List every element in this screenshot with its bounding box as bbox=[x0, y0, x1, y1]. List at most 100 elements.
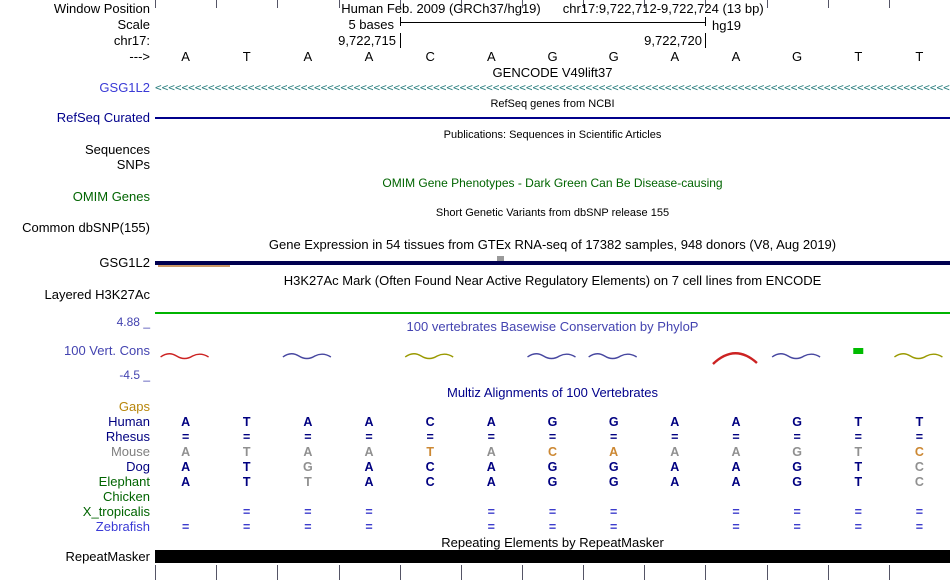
omim-title: OMIM Gene Phenotypes - Dark Green Can Be… bbox=[382, 176, 723, 190]
ruler-tick bbox=[338, 0, 340, 8]
label-snps[interactable]: SNPs bbox=[116, 157, 150, 172]
dbsnp-title: Short Genetic Variants from dbSNP releas… bbox=[435, 207, 670, 219]
alignment-base: G bbox=[608, 415, 619, 429]
alignment-base: T bbox=[854, 460, 863, 474]
ruler-tick bbox=[888, 565, 890, 580]
alignment-base: A bbox=[486, 475, 496, 489]
alignment-base: = bbox=[610, 430, 618, 444]
ruler-tick bbox=[216, 0, 218, 8]
ruler-tick bbox=[766, 0, 768, 8]
ruler-tick bbox=[399, 0, 401, 8]
alignment-base: = bbox=[854, 430, 862, 444]
repeatmasker-bar[interactable] bbox=[155, 550, 950, 563]
h3k27ac-baseline[interactable] bbox=[155, 312, 950, 314]
label-cons-name[interactable]: 100 Vert. Cons bbox=[64, 343, 150, 358]
species-label-chicken[interactable]: Chicken bbox=[103, 489, 150, 504]
gtex-gene-bar[interactable] bbox=[155, 261, 950, 265]
refseq-gene-line[interactable] bbox=[155, 117, 950, 119]
position-label: chr17:9,722,712-9,722,724 (13 bp) bbox=[562, 1, 764, 16]
alignment-base: C bbox=[914, 460, 924, 474]
ruler-base: G bbox=[792, 49, 803, 64]
label-gencode-gene[interactable]: GSG1L2 bbox=[99, 80, 150, 95]
ruler-tick bbox=[827, 565, 829, 580]
conservation-track[interactable] bbox=[0, 338, 950, 374]
ruler-tick bbox=[460, 565, 462, 580]
gtex-gene-utr bbox=[158, 265, 230, 267]
alignment-base: A bbox=[731, 460, 741, 474]
alignment-base: C bbox=[425, 415, 435, 429]
ruler-base: A bbox=[486, 49, 496, 64]
species-label-mouse[interactable]: Mouse bbox=[110, 444, 150, 459]
species-label-human[interactable]: Human bbox=[108, 414, 150, 429]
repeatmasker-title: Repeating Elements by RepeatMasker bbox=[441, 535, 664, 550]
alignment-base: T bbox=[242, 445, 251, 459]
label-refseq-curated[interactable]: RefSeq Curated bbox=[56, 110, 150, 125]
species-label-elephant[interactable]: Elephant bbox=[98, 474, 150, 489]
species-label-gaps[interactable]: Gaps bbox=[118, 399, 150, 414]
ruler-tick bbox=[705, 0, 707, 8]
conservation-mark bbox=[404, 353, 454, 360]
alignment-base: G bbox=[303, 460, 313, 474]
alignment-base: T bbox=[304, 475, 312, 489]
alignment-base: = bbox=[487, 505, 495, 519]
alignment-base: = bbox=[793, 430, 801, 444]
alignment-base: G bbox=[608, 460, 619, 474]
alignment-base: = bbox=[732, 430, 740, 444]
ruler-tick bbox=[583, 565, 585, 580]
alignment-base: = bbox=[304, 505, 312, 519]
alignment-base: = bbox=[793, 505, 801, 519]
assembly-tag: hg19 bbox=[712, 18, 741, 33]
label-sequences[interactable]: Sequences bbox=[84, 142, 150, 157]
alignment-base: C bbox=[547, 445, 558, 459]
alignment-base: A bbox=[303, 415, 313, 429]
refseq-title: RefSeq genes from NCBI bbox=[490, 98, 615, 110]
alignment-base: A bbox=[670, 460, 680, 474]
ruler-base: A bbox=[181, 49, 190, 64]
publications-title: Publications: Sequences in Scientific Ar… bbox=[443, 129, 662, 141]
ruler-base: A bbox=[731, 49, 741, 64]
alignment-base: = bbox=[487, 520, 495, 534]
alignment-base: C bbox=[914, 445, 924, 459]
alignment-base: A bbox=[731, 445, 741, 459]
alignment-base: = bbox=[671, 430, 679, 444]
label-chrom: chr17: bbox=[113, 33, 150, 48]
conservation-mark bbox=[894, 353, 943, 360]
label-h3k27ac[interactable]: Layered H3K27Ac bbox=[44, 287, 150, 302]
conservation-mark bbox=[588, 353, 638, 360]
conservation-mark bbox=[712, 352, 758, 365]
ruler-base: T bbox=[854, 49, 863, 64]
alignment-base: = bbox=[365, 505, 373, 519]
label-dbsnp[interactable]: Common dbSNP(155) bbox=[22, 220, 150, 235]
ruler-tick bbox=[644, 0, 646, 8]
ruler-base: T bbox=[915, 49, 924, 64]
alignment-base: = bbox=[854, 520, 862, 534]
ruler-tick bbox=[155, 565, 156, 580]
gencode-transcript-chevrons[interactable]: <<<<<<<<<<<<<<<<<<<<<<<<<<<<<<<<<<<<<<<<… bbox=[155, 82, 950, 94]
label-omim-genes[interactable]: OMIM Genes bbox=[72, 189, 150, 204]
alignment-base: T bbox=[854, 445, 863, 459]
alignment-base: = bbox=[915, 520, 924, 534]
alignment-base: A bbox=[731, 475, 741, 489]
alignment-base: = bbox=[365, 430, 373, 444]
ruler-tick bbox=[277, 565, 279, 580]
gtex-title: Gene Expression in 54 tissues from GTEx … bbox=[268, 237, 837, 252]
coord-right-tick bbox=[705, 33, 706, 48]
alignment-base: = bbox=[243, 520, 251, 534]
conservation-title: 100 vertebrates Basewise Conservation by… bbox=[406, 319, 699, 334]
ruler-tick bbox=[338, 565, 340, 580]
species-label-zebrafish[interactable]: Zebrafish bbox=[95, 519, 150, 534]
label-gtex-gene[interactable]: GSG1L2 bbox=[99, 255, 150, 270]
scale-bar-right-tick bbox=[705, 17, 706, 26]
coord-right: 9,722,720 bbox=[644, 33, 702, 48]
label-cons-max: 4.88 _ bbox=[116, 315, 150, 329]
ruler-tick bbox=[888, 0, 890, 8]
ruler-tick bbox=[216, 565, 218, 580]
alignment-base: A bbox=[486, 460, 496, 474]
species-label-x_tropicalis[interactable]: X_tropicalis bbox=[82, 504, 150, 519]
species-label-dog[interactable]: Dog bbox=[126, 459, 150, 474]
label-repeatmasker[interactable]: RepeatMasker bbox=[65, 549, 150, 564]
alignment-base: A bbox=[486, 445, 496, 459]
species-label-rhesus[interactable]: Rhesus bbox=[105, 429, 150, 444]
alignment-base: G bbox=[547, 460, 558, 474]
ruler-base: T bbox=[242, 49, 251, 64]
